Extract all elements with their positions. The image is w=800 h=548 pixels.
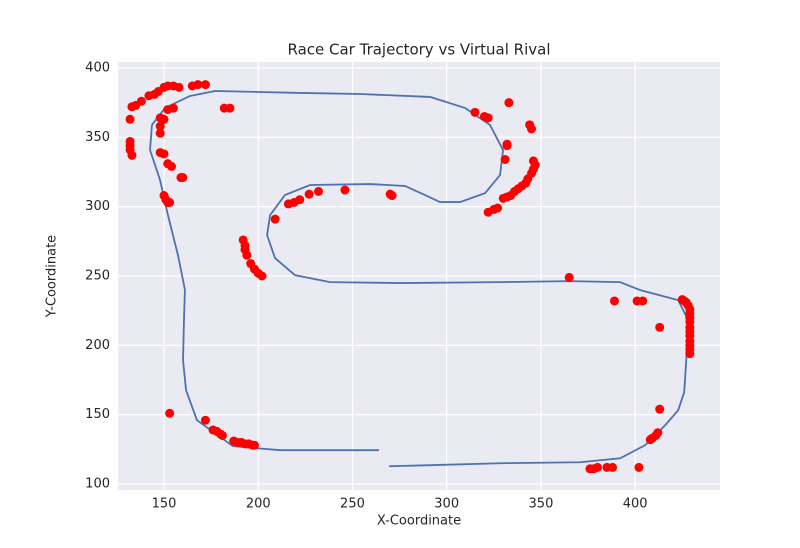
y-axis-label: Y-Coordinate [45, 235, 60, 318]
rival-point [159, 149, 169, 159]
rival-point [645, 435, 655, 445]
rival-point [174, 82, 184, 92]
rival-point [165, 408, 175, 418]
x-tick-label: 250 [340, 497, 365, 512]
x-tick-label: 300 [434, 497, 459, 512]
y-tick-label: 400 [85, 60, 110, 75]
rival-point [585, 464, 595, 474]
rival-point [504, 98, 514, 108]
rival-point [257, 271, 267, 281]
x-tick-label: 200 [246, 497, 271, 512]
rival-point [249, 440, 259, 450]
x-tick-label: 400 [623, 497, 648, 512]
rival-point [193, 80, 203, 90]
marks [125, 80, 695, 474]
rival-point [609, 296, 619, 306]
rival-point [634, 462, 644, 472]
rival-point [304, 189, 314, 199]
rival-point [602, 462, 612, 472]
y-tick-label: 150 [85, 407, 110, 422]
rival-point [527, 124, 537, 134]
rival-point [483, 113, 493, 123]
rival-point [167, 161, 177, 171]
rival-point [655, 404, 665, 414]
rival-point [387, 191, 397, 201]
y-tick-label: 250 [85, 269, 110, 284]
x-axis-label: X-Coordinate [377, 514, 461, 529]
rival-point [502, 141, 512, 151]
rival-point [470, 107, 480, 117]
y-tick-label: 100 [85, 477, 110, 492]
rival-point [655, 322, 665, 332]
rival-point [564, 272, 574, 282]
rival-point [685, 349, 695, 359]
rival-point [200, 80, 210, 90]
rival-point [314, 186, 324, 196]
rival-point [340, 185, 350, 195]
x-tick-label: 350 [529, 497, 554, 512]
rival-point [242, 250, 252, 260]
trajectory-line [149, 90, 690, 468]
rival-point [638, 296, 648, 306]
rival-point [159, 114, 169, 124]
rival-point [144, 91, 154, 101]
rival-point [295, 195, 305, 205]
rival-point [127, 102, 137, 112]
y-tick-label: 350 [85, 130, 110, 145]
rival-point [168, 103, 178, 113]
rival-point [155, 121, 165, 131]
chart-title: Race Car Trajectory vs Virtual Rival [287, 41, 550, 59]
rival-point [127, 150, 137, 160]
rival-point [178, 173, 188, 183]
rival-point [225, 103, 235, 113]
rival-point [500, 154, 510, 164]
rival-point [483, 207, 493, 217]
y-tick-label: 300 [85, 199, 110, 214]
rival-point [200, 415, 210, 425]
rival-point [217, 430, 227, 440]
rival-point [270, 214, 280, 224]
y-tick-label: 200 [85, 338, 110, 353]
rival-point [498, 193, 508, 203]
rival-point [155, 128, 165, 138]
rival-point [125, 114, 135, 124]
rival-point [165, 197, 175, 207]
x-tick-label: 150 [152, 497, 177, 512]
